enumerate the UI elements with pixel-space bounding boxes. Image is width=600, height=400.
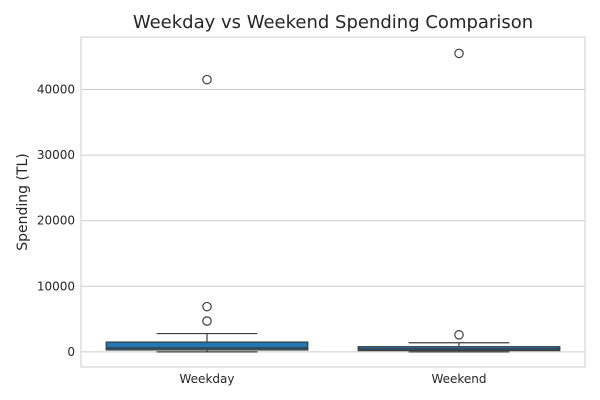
x-tick-label-weekday: Weekday [180, 372, 235, 386]
outlier-point [202, 74, 212, 85]
x-tick-labels: Weekday Weekend [180, 372, 487, 386]
plot-frame [80, 36, 586, 368]
box-weekday [105, 74, 309, 353]
outlier-point [202, 301, 212, 312]
y-tick-label-20000: 20000 [37, 214, 75, 228]
box-weekend [357, 48, 561, 353]
y-tick-label-10000: 10000 [37, 279, 75, 293]
y-tick-label-30000: 30000 [37, 148, 75, 162]
outlier-point [202, 316, 212, 326]
box-plots [105, 48, 561, 353]
gridlines [81, 88, 585, 353]
y-tick-label-0: 0 [67, 345, 75, 359]
y-tick-labels: 0 10000 20000 30000 40000 [37, 82, 75, 358]
y-tick-label-40000: 40000 [37, 82, 75, 96]
iqr-box [105, 341, 309, 351]
x-tick-label-weekend: Weekend [431, 372, 486, 386]
outlier-point [454, 330, 464, 340]
chart-title: Weekday vs Weekend Spending Comparison [133, 12, 533, 33]
y-axis-label: Spending (TL) [15, 153, 31, 251]
outlier-point [454, 48, 464, 59]
